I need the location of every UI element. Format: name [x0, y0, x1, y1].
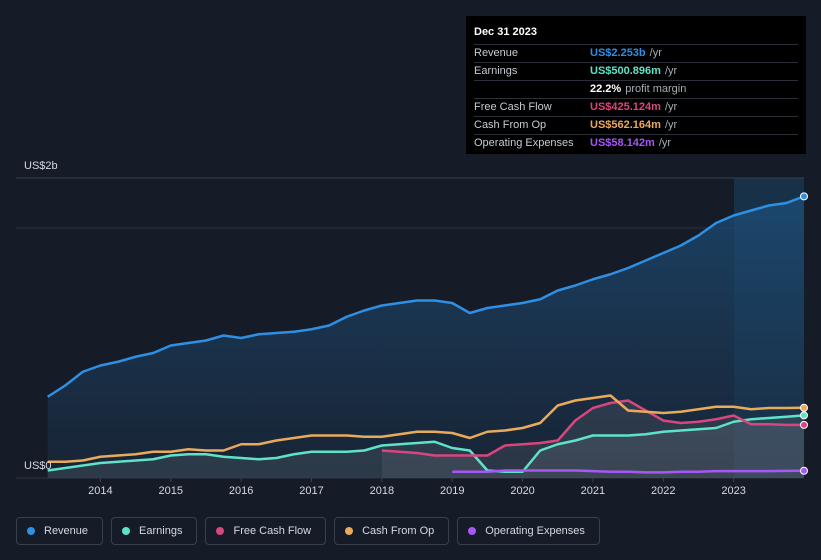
tooltip-unit: /yr: [664, 65, 678, 77]
tooltip-value: US$2.253b: [590, 47, 646, 59]
legend-label: Cash From Op: [362, 525, 435, 537]
tooltip-unit: /yr: [664, 119, 678, 131]
x-tick-label: 2022: [651, 485, 675, 497]
legend-item[interactable]: Operating Expenses: [457, 517, 600, 545]
tooltip: Dec 31 2023 Revenue US$2.253b/yr Earnings U…: [466, 16, 806, 154]
end-point: [800, 466, 808, 475]
y-tick-label: US$2b: [24, 160, 58, 172]
tooltip-row: Revenue US$2.253b/yr: [474, 44, 798, 62]
legend-label: Free Cash Flow: [233, 525, 312, 537]
tooltip-value: US$500.896m: [590, 65, 661, 77]
series-area: [381, 400, 804, 478]
series-line: [452, 469, 805, 474]
chart: US$0 US$2b 2014 2015 2016 2017 2018 2019 2020 202…: [16, 160, 808, 497]
x-tick-label: 2018: [370, 485, 394, 497]
end-point: [800, 192, 808, 201]
tooltip-unit: profit margin: [625, 83, 687, 95]
series-line: [47, 414, 805, 473]
legend-label: Earnings: [139, 525, 183, 537]
tooltip-value: US$425.124m: [590, 101, 661, 113]
legend-item[interactable]: Revenue: [16, 517, 104, 545]
tooltip-row: 22.2% profit margin: [474, 80, 798, 98]
legend-swatch: [27, 527, 35, 535]
tooltip-label: Earnings: [474, 65, 518, 77]
x-tick-label: 2014: [88, 485, 112, 497]
tooltip-unit: /yr: [664, 101, 678, 113]
lines: [46, 192, 808, 475]
tooltip-unit: /yr: [649, 47, 662, 59]
tooltip-label: Revenue: [474, 47, 519, 59]
end-point: [800, 420, 808, 429]
legend-item[interactable]: Free Cash Flow: [205, 517, 327, 545]
series-line: [47, 394, 805, 463]
legend-swatch: [345, 527, 354, 535]
x-tick-label: 2015: [159, 485, 183, 497]
tooltip-value: US$58.142m: [590, 137, 655, 149]
x-tick-label: 2017: [299, 485, 323, 497]
legend-swatch: [216, 527, 225, 535]
legend-label: Revenue: [44, 525, 89, 537]
end-point: [800, 403, 808, 412]
tooltip-rows: Revenue US$2.253b/yr Earnings US$500.896m/y…: [474, 44, 798, 152]
tooltip-row: Cash From Op US$562.164m/yr: [474, 116, 798, 134]
x-tick-label: 2020: [510, 485, 534, 497]
series-line: [46, 195, 805, 398]
series-area: [47, 196, 805, 478]
axis-labels: US$0 US$2b 2014 2015 2016 2017 2018 2019 2020 202…: [24, 160, 746, 497]
legend-swatch: [122, 527, 131, 535]
series-area: [47, 415, 805, 478]
tooltip-row: Earnings US$500.896m/yr: [474, 62, 798, 80]
x-tick-label: 2023: [721, 485, 745, 497]
tooltip-row: Operating Expenses US$58.142m/yr: [474, 134, 798, 152]
tooltip-label: Free Cash Flow: [474, 101, 552, 113]
tooltip-label: Cash From Op: [474, 119, 547, 131]
x-tick-label: 2019: [440, 485, 464, 497]
legend: Revenue Earnings Free Cash Flow Cash From O…: [16, 517, 600, 545]
tooltip-label: [474, 81, 590, 98]
tooltip-value: 22.2%: [590, 83, 622, 95]
series-line: [381, 399, 804, 457]
tooltip-unit: /yr: [658, 137, 672, 149]
end-point: [800, 411, 808, 420]
tooltip-row: Free Cash Flow US$425.124m/yr: [474, 98, 798, 116]
y-tick-label: US$0: [24, 460, 52, 472]
tooltip-value: US$562.164m: [590, 119, 661, 131]
tooltip-date: Dec 31 2023: [474, 26, 537, 38]
areas: [47, 196, 805, 478]
legend-item[interactable]: Earnings: [111, 517, 198, 545]
x-tick-label: 2021: [581, 485, 605, 497]
tooltip-label: Operating Expenses: [474, 137, 574, 149]
legend-item[interactable]: Cash From Op: [334, 517, 450, 545]
legend-swatch: [468, 527, 477, 535]
legend-label: Operating Expenses: [485, 525, 585, 537]
x-tick-label: 2016: [229, 485, 253, 497]
